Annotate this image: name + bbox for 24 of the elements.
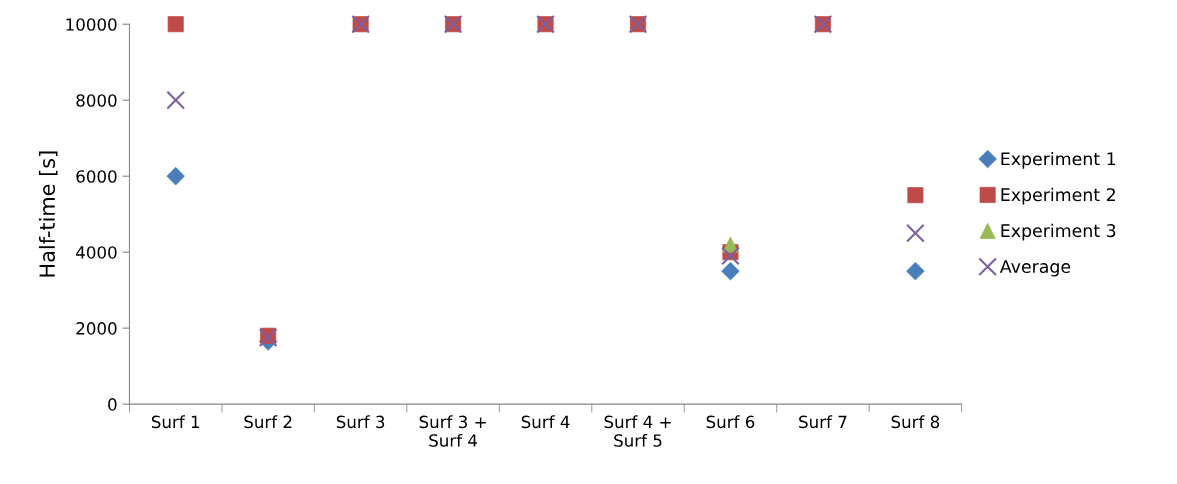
y-tick-label: 4000 (76, 246, 117, 259)
y-tick-label: 2000 (76, 322, 117, 335)
x-tick-label: Surf 3 (336, 415, 385, 429)
x-tick-label: Surf 4 (521, 415, 570, 429)
x-tick-label: Surf 7 (799, 415, 847, 429)
x-tick-label: Surf 2 (244, 415, 292, 429)
y-tick-label: 6000 (76, 170, 117, 183)
legend-label: Experiment 2 (1001, 187, 1115, 205)
x-tick-label: Surf 4 + Surf 5 (604, 415, 671, 447)
x-tick-label: Surf 1 (151, 415, 200, 429)
legend-label: Experiment 1 (1001, 151, 1116, 169)
x-tick-label: Surf 3 + Surf 4 (419, 415, 486, 447)
point (721, 246, 740, 266)
y-tick-label: 0 (108, 398, 117, 411)
point (906, 223, 925, 243)
x-tick-label: Surf 8 (891, 415, 940, 429)
y-axis-title: Half-time [s] (38, 151, 58, 277)
y-tick-label: 8000 (76, 94, 117, 107)
legend-label: Average (999, 260, 1071, 277)
x-tick-label: Surf 6 (706, 415, 755, 429)
point (906, 261, 925, 281)
legend-label: Experiment 3 (1001, 223, 1116, 241)
point (166, 90, 186, 110)
y-tick-label: 10000 (66, 18, 117, 31)
